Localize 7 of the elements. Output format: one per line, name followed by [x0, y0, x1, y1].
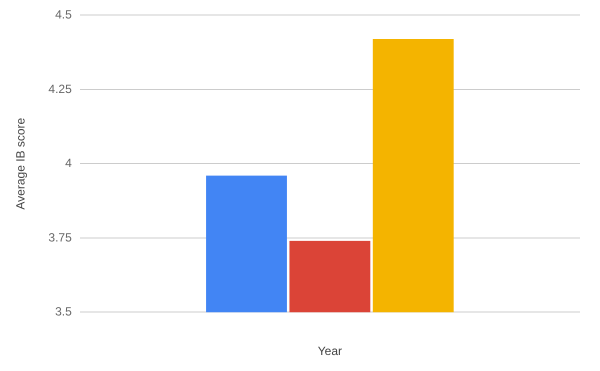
y-tick-label: 3.75 [48, 230, 72, 244]
y-tick-label: 3.5 [55, 304, 72, 319]
x-axis-title: Year [318, 344, 342, 358]
y-tick-label: 4.5 [55, 8, 72, 22]
y-tick-label: 4.25 [48, 82, 72, 96]
y-tick-label: 4 [65, 156, 72, 170]
y-axis-title: Average IB score [14, 117, 28, 210]
